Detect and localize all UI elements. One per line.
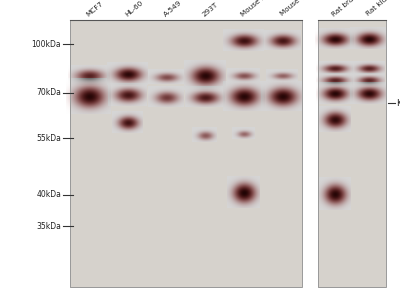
Bar: [318, 20, 386, 287]
Text: 40kDa: 40kDa: [36, 190, 61, 199]
Bar: [70, 20, 302, 287]
Text: 35kDa: 35kDa: [36, 222, 61, 231]
Text: Mouse brain: Mouse brain: [240, 0, 278, 17]
Bar: [318, 20, 386, 287]
Text: Rat kidney: Rat kidney: [365, 0, 398, 17]
Text: Rat brain: Rat brain: [331, 0, 360, 17]
Text: 55kDa: 55kDa: [36, 134, 61, 143]
Text: KBTBD7: KBTBD7: [396, 99, 400, 108]
Text: HL-60: HL-60: [124, 0, 144, 17]
Text: A-549: A-549: [163, 0, 183, 17]
Text: 100kDa: 100kDa: [32, 40, 61, 49]
Text: Mouse kidney: Mouse kidney: [279, 0, 321, 17]
Text: 293T: 293T: [202, 1, 219, 17]
Bar: [70, 20, 302, 287]
Text: MCF7: MCF7: [86, 0, 105, 17]
Text: 70kDa: 70kDa: [36, 88, 61, 97]
